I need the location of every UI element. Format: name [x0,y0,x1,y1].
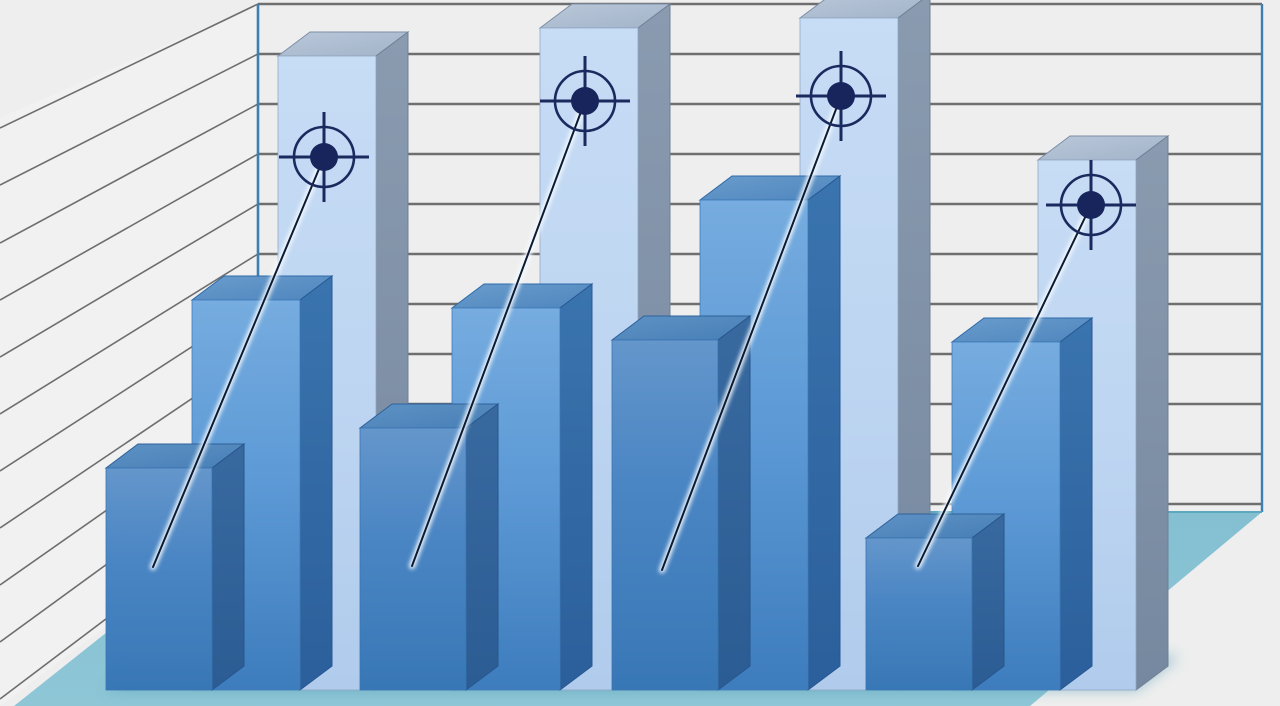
baseline-bar-2[interactable] [358,403,500,691]
needle-core [917,204,1092,567]
side-gridline [0,53,259,186]
bar-front-face [105,467,213,691]
crosshair-icon-2[interactable] [540,56,630,146]
crosshair-icon-1[interactable] [279,112,369,202]
bar-side-face [971,513,1005,691]
needle-1 [150,154,327,570]
crosshair-ring [292,125,356,189]
baseline-bar-1[interactable] [104,443,246,691]
crosshair-ring [1059,173,1123,237]
bar-side-face [807,175,841,691]
needle-core [661,95,842,571]
needle-2 [409,98,588,569]
bar-side-face [1135,135,1169,691]
crosshair-center-dot [827,82,855,110]
bar-front-face [611,339,719,691]
side-gridline [0,103,259,244]
baseline-bar-4[interactable] [864,513,1006,691]
bar-side-face [1059,317,1093,691]
crosshair-center-dot [571,87,599,115]
needle-layer [150,93,1094,573]
crosshair-center-dot [1077,191,1105,219]
needle-core [411,100,586,567]
bar-side-face [559,283,593,691]
needle-3 [659,93,844,573]
side-gridline [0,153,259,301]
crosshair-icon-4[interactable] [1046,160,1136,250]
bar-side-face [211,443,245,691]
needle-4 [915,202,1094,569]
bar-side-face [299,275,333,691]
baseline-bar-3[interactable] [610,315,752,691]
needle-core [152,156,325,568]
bar-group-4 [864,135,1170,691]
crosshair-ring [553,69,617,133]
crosshair-ring [809,64,873,128]
crosshair-layer [279,51,1136,250]
crosshair-icon-3[interactable] [796,51,886,141]
bar-side-face [465,403,499,691]
side-gridline [0,3,259,129]
side-gridline [0,253,259,415]
side-gridline [0,203,259,358]
crosshair-center-dot [310,143,338,171]
